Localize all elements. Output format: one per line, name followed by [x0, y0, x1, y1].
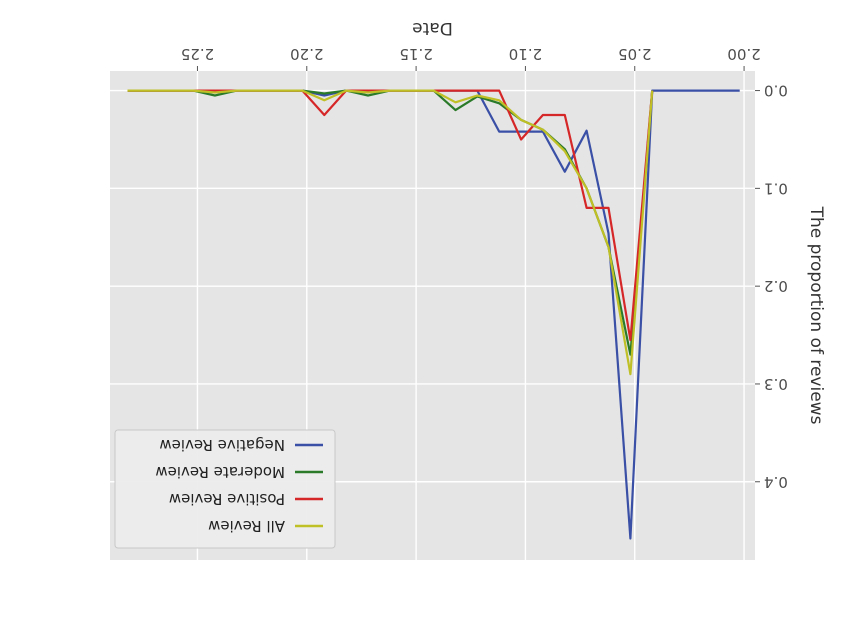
tick-labels: 2.00 2.05 2.10 2.15 2.20 2.25 0.0 0.1 0.2 0.3 0.4 [181, 45, 788, 491]
x-tick-label: 2.15 [399, 45, 432, 63]
series-lines [127, 89, 740, 540]
legend: All Review Positive Review Moderate Review… [114, 429, 336, 549]
legend-label: Positive Review [169, 490, 285, 508]
x-tick-label: 2.25 [181, 45, 214, 63]
y-tick-label: 0.1 [764, 179, 788, 197]
y-tick-label: 0.2 [764, 277, 788, 295]
legend-label: Moderate Review [155, 463, 285, 481]
y-axis-label: The proportion of reviews [806, 206, 826, 425]
x-tick-label: 2.00 [727, 45, 760, 63]
x-tick-label: 2.20 [290, 45, 323, 63]
legend-label: Negative Review [159, 436, 285, 454]
x-tick-label: 2.05 [618, 45, 651, 63]
legend-box [114, 429, 336, 549]
legend-label: All Review [208, 517, 285, 535]
x-tick-label: 2.10 [509, 45, 542, 63]
y-tick-label: 0.0 [764, 82, 788, 100]
y-tick-label: 0.4 [764, 473, 788, 491]
y-tick-label: 0.3 [764, 375, 788, 393]
x-axis-label: Date [412, 18, 453, 38]
series-line-all-review [127, 89, 654, 376]
